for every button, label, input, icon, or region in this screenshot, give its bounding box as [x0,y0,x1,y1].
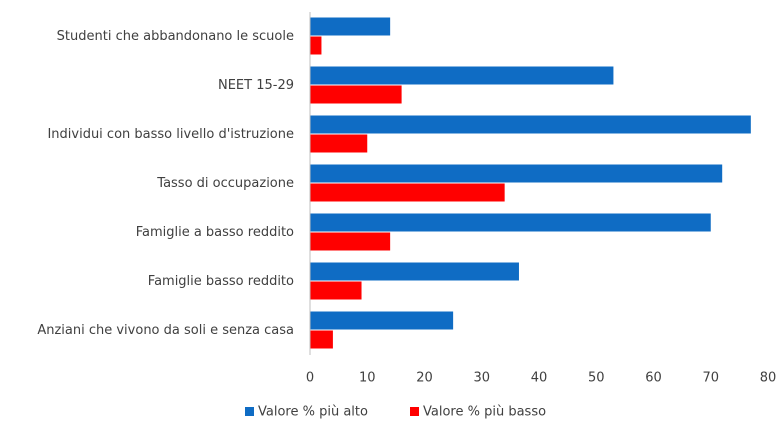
bar [310,183,505,202]
y-tick-label: Famiglie a basso reddito [136,225,294,240]
y-tick-label: Tasso di occupazione [156,176,294,191]
bar [310,311,454,330]
y-tick-label: NEET 15-29 [218,78,294,93]
bar [310,213,711,232]
legend-swatch [245,407,254,416]
bar [310,232,391,251]
bar [310,36,322,55]
bar [310,66,614,85]
bar [310,262,519,281]
legend-label: Valore % più basso [423,405,546,420]
y-tick-label: Individui con basso livello d'istruzione [47,127,294,142]
bar [310,17,391,36]
x-tick-label: 70 [702,371,719,386]
x-tick-label: 20 [416,371,433,386]
x-tick-label: 40 [531,371,548,386]
y-tick-label: Anziani che vivono da soli e senza casa [37,323,294,338]
x-tick-label: 60 [645,371,662,386]
bar [310,330,333,349]
legend-swatch [410,407,419,416]
bar [310,281,362,300]
bar [310,134,368,153]
legend-label: Valore % più alto [258,405,368,420]
y-tick-label: Studenti che abbandonano le scuole [57,29,294,44]
x-tick-label: 30 [473,371,490,386]
bar [310,164,723,183]
bar [310,115,751,134]
y-tick-label: Famiglie basso reddito [148,274,294,289]
x-tick-label: 10 [359,371,376,386]
x-tick-label: 0 [306,371,314,386]
x-tick-label: 80 [760,371,777,386]
bar [310,85,402,104]
x-tick-label: 50 [588,371,605,386]
